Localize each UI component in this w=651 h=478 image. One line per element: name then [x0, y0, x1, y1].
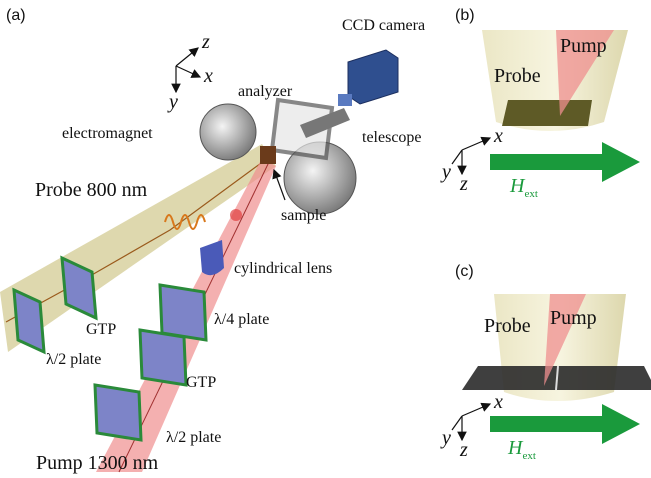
panel-b: (b) Pump Probe x y z Hext: [440, 7, 640, 200]
electromagnet-left: [200, 104, 256, 160]
label: Pump 1300 nm: [36, 452, 159, 474]
ccd-lens: [338, 94, 352, 106]
label: λ/2 plate: [166, 429, 221, 446]
axis-y: y: [167, 91, 178, 113]
axis-x: x: [203, 65, 213, 87]
cylindrical-lens: [200, 240, 224, 275]
field-symbol: H: [507, 437, 524, 459]
plate: [140, 330, 186, 385]
panel-label: (b): [455, 7, 475, 24]
label: Probe 800 nm: [35, 179, 148, 201]
axis-x: x: [493, 125, 503, 147]
plate: [160, 285, 206, 340]
field-subscript: ext: [522, 450, 535, 462]
pump-label: Pump: [550, 307, 597, 329]
figure: (a) z x y: [0, 0, 651, 478]
panel-c: (c) Pump Probe x y z Hext: [440, 263, 651, 462]
field-symbol: H: [509, 175, 526, 197]
label: telescope: [362, 129, 422, 146]
label: λ/2 plate: [46, 351, 101, 368]
label: analyzer: [238, 83, 293, 100]
field-label: Hext: [507, 437, 536, 462]
label: cylindrical lens: [234, 260, 332, 277]
axis-y: y: [440, 161, 451, 183]
sample: [260, 146, 276, 164]
field-label: Hext: [509, 175, 538, 200]
pulse-spot: [230, 209, 242, 221]
axes: z x y: [167, 31, 213, 113]
panel-a: (a) z x y: [0, 7, 425, 474]
pump-label: Pump: [560, 35, 607, 57]
label: CCD camera: [342, 17, 425, 34]
axis-z: z: [201, 31, 210, 53]
panel-label: (c): [455, 263, 474, 280]
axis-y: y: [440, 427, 451, 449]
panel-label: (a): [6, 7, 26, 24]
label: λ/4 plate: [214, 311, 269, 328]
probe-label: Probe: [494, 65, 541, 87]
probe-label: Probe: [484, 315, 531, 337]
axis-z: z: [459, 173, 468, 195]
plate: [95, 385, 141, 440]
axis-x: x: [493, 391, 503, 413]
label: electromagnet: [62, 125, 153, 142]
field-subscript: ext: [524, 188, 537, 200]
label: GTP: [86, 321, 116, 338]
sample: [502, 100, 592, 126]
ccd-camera: [348, 50, 398, 104]
label: GTP: [186, 374, 216, 391]
label: sample: [281, 207, 326, 224]
axis-z: z: [459, 439, 468, 461]
